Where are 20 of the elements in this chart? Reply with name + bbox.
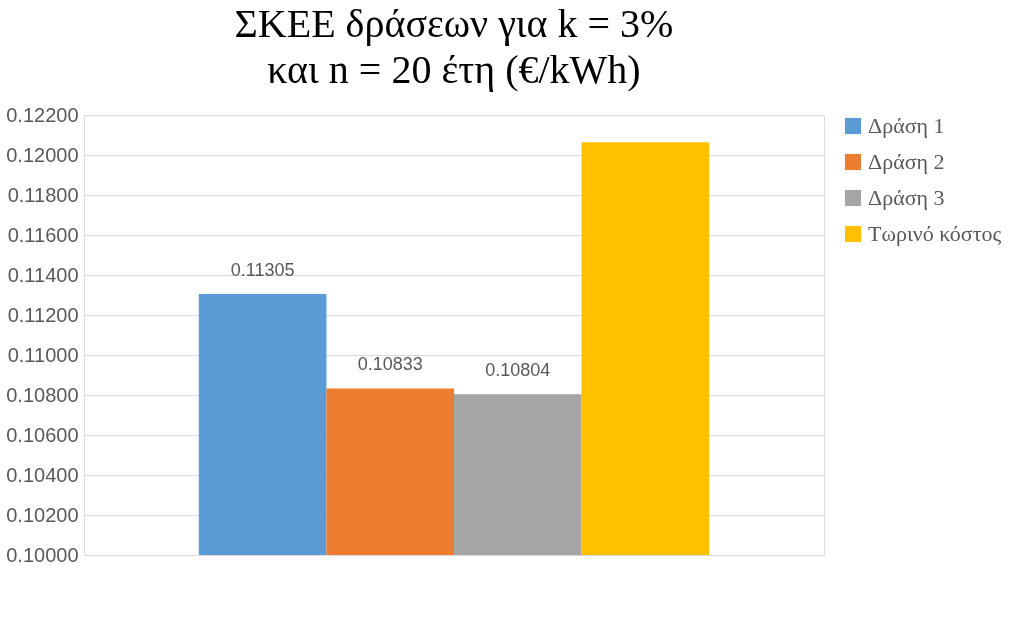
chart-title: ΣΚΕΕ δράσεων για k = 3% και n = 20 έτη (€/kWh) — [234, 1, 674, 92]
legend-label: Δράση 2 — [868, 149, 945, 174]
y-tick-label: 0.12000 — [6, 143, 79, 166]
y-tick-label: 0.10800 — [6, 383, 79, 406]
y-tick-label: 0.11200 — [7, 303, 79, 326]
data-label: 0.10833 — [357, 354, 423, 375]
y-tick-label: 0.11400 — [7, 263, 79, 286]
y-tick-label: 0.10000 — [6, 543, 79, 566]
y-tick-label: 0.11800 — [7, 183, 79, 206]
y-tick-label: 0.10400 — [6, 463, 79, 486]
legend-label: Δράση 3 — [868, 185, 945, 210]
y-tick-label: 0.10600 — [6, 423, 79, 446]
y-tick-label: 0.11600 — [7, 223, 79, 246]
legend-label: Τωρινό κόστος — [868, 221, 1002, 246]
legend-label: Δράση 1 — [868, 113, 945, 138]
data-label: 0.10804 — [485, 360, 551, 381]
data-label: 0.11305 — [230, 260, 295, 280]
y-tick-label: 0.11000 — [7, 343, 79, 366]
y-tick-label: 0.10200 — [6, 503, 79, 526]
y-tick-label: 0.12200 — [6, 103, 79, 126]
